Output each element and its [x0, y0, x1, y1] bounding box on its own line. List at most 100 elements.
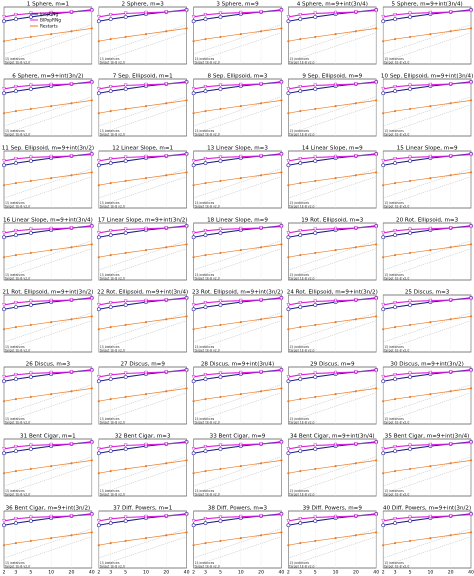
series-line-restarts	[383, 172, 472, 186]
point-restarts	[449, 462, 452, 465]
point-bipop	[448, 370, 453, 375]
point-ipop	[191, 307, 196, 312]
point-bipop	[279, 8, 284, 13]
point-bipop	[96, 15, 101, 20]
reference-line	[193, 384, 282, 415]
point-restarts	[185, 531, 188, 534]
x-tick-label: 40	[184, 570, 190, 576]
point-ipop	[108, 305, 113, 310]
panel-footnote: 15 instances	[195, 489, 215, 493]
point-bipop	[353, 226, 358, 231]
point-ipop	[203, 377, 208, 382]
point-restarts	[50, 392, 53, 396]
point-ipop	[191, 451, 196, 456]
point-ipop	[123, 159, 128, 163]
point-bipop	[313, 11, 318, 16]
point-bipop	[28, 299, 33, 304]
point-restarts	[299, 37, 302, 41]
point-restarts	[382, 400, 385, 403]
point-ipop	[96, 307, 101, 312]
point-bipop	[374, 440, 379, 445]
series-line-restarts	[193, 244, 282, 258]
reference-line	[3, 456, 92, 487]
reference-line	[3, 320, 92, 351]
point-bipop	[259, 82, 264, 87]
point-bipop	[13, 300, 18, 306]
series-line-restarts	[288, 100, 377, 114]
panel-footnote: 15 instances	[289, 561, 309, 565]
series-line-bipoprng	[288, 298, 377, 306]
series-line-bipoprng	[3, 298, 92, 306]
point-bipop	[191, 447, 196, 452]
point-restarts	[239, 392, 242, 396]
point-restarts	[469, 171, 473, 174]
point-bipop	[184, 152, 189, 157]
point-restarts	[90, 315, 93, 318]
point-restarts	[70, 534, 73, 537]
panel-35: 35 Bent Cigar, m=9+int(3n/4) 15 instances…	[381, 434, 473, 496]
x-tick-label: 10	[48, 570, 54, 576]
panel-title: 10 Sep. Ellipsoid, m=9+int(3n/4)	[381, 74, 473, 80]
panel-title: 19 Rot. Ellipsoid, m=3	[301, 218, 364, 224]
reference-line	[3, 32, 92, 63]
reference-line	[98, 312, 187, 343]
point-bipop	[393, 12, 398, 18]
point-ipop	[218, 15, 223, 19]
point-restarts	[219, 35, 222, 39]
series-line-restarts	[98, 244, 187, 258]
point-bipop	[69, 82, 74, 87]
reference-line	[3, 464, 92, 495]
plot-frame	[3, 294, 93, 353]
point-restarts	[109, 397, 112, 401]
reference-line	[383, 248, 472, 279]
point-bipop	[333, 226, 338, 232]
point-restarts	[165, 318, 168, 321]
point-bipop	[279, 512, 284, 517]
reference-line	[193, 464, 282, 495]
panel-footnote: 15 instances	[384, 417, 404, 421]
point-bipop	[28, 443, 33, 448]
series-line-bipoprng	[193, 442, 282, 450]
panel-footnote: 15 instances	[384, 561, 404, 565]
plot-frame	[3, 78, 93, 137]
point-restarts	[185, 171, 188, 174]
panel-footnote: 15 instances	[5, 345, 25, 349]
panel-title: 12 Linear Slope, m=1	[112, 146, 173, 152]
point-restarts	[429, 248, 432, 252]
x-tick-label: 5	[29, 570, 32, 576]
plot-frame	[382, 222, 472, 281]
point-bipop	[96, 231, 101, 236]
plot-frame	[3, 366, 93, 425]
point-bipop	[69, 370, 74, 375]
reference-line	[383, 32, 472, 63]
point-bipop	[184, 440, 189, 445]
series-line-bipoprng	[193, 154, 282, 162]
point-restarts	[14, 109, 17, 113]
point-ipop	[96, 235, 101, 240]
panel-footnote: target 1E-8 v2.0	[5, 564, 30, 568]
reference-line	[98, 536, 187, 567]
series-line-restarts	[288, 460, 377, 474]
point-restarts	[14, 181, 17, 185]
point-restarts	[50, 464, 53, 468]
point-bipop	[28, 83, 33, 88]
point-restarts	[299, 109, 302, 113]
point-restarts	[299, 181, 302, 185]
point-bipop	[191, 231, 196, 236]
point-bipop	[49, 298, 54, 304]
point-restarts	[14, 253, 17, 257]
point-bipop	[108, 228, 113, 234]
series-line-bipoprng	[98, 514, 187, 522]
point-restarts	[192, 112, 195, 115]
panel-34: 34 Bent Cigar, m=9+int(3n/4) 15 instances…	[286, 434, 379, 496]
point-restarts	[97, 40, 100, 43]
point-bipop	[374, 224, 379, 229]
point-ipop	[108, 89, 113, 94]
reference-line	[98, 168, 187, 199]
panel-footnote: target 1E-8 v2.0	[5, 60, 30, 64]
point-bipop	[353, 82, 358, 87]
point-ipop	[2, 163, 6, 168]
point-restarts	[90, 27, 93, 30]
